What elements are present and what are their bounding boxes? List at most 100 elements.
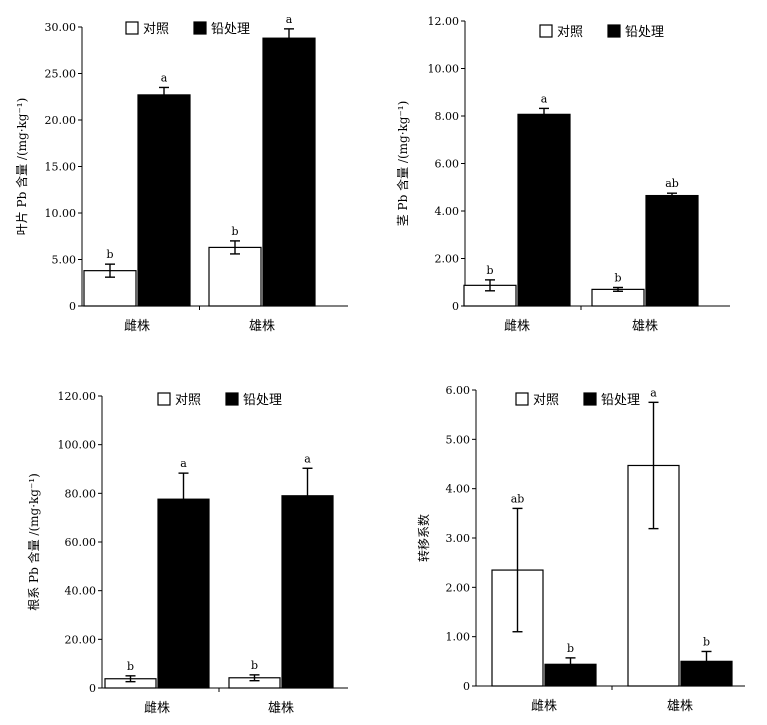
legend-swatch-control	[515, 392, 529, 406]
legend-swatch-control	[157, 392, 171, 406]
legend-label-control: 对照	[557, 25, 583, 40]
legend-swatch-lead	[607, 24, 621, 38]
significance-letter: ab	[511, 492, 525, 505]
y-tick-label: 25.00	[45, 68, 77, 81]
legend-label-control: 对照	[175, 393, 201, 408]
error-bar	[613, 286, 623, 292]
legend-swatch-control	[539, 24, 553, 38]
legend-label-control: 对照	[143, 22, 169, 37]
y-axis-label: 叶片 Pb 含量 /(mg·kg⁻¹)	[14, 98, 29, 236]
significance-letter: b	[567, 642, 574, 655]
significance-letter: b	[127, 660, 134, 673]
error-bar	[249, 674, 260, 682]
bar	[645, 194, 699, 307]
y-tick-label: 30.00	[45, 21, 77, 34]
y-tick-label: 6.00	[446, 384, 471, 397]
chart-panel-2: 0 2.00 4.00 6.00 8.00 10.00 12.00 雌株 雄株 茎 Pb 含量 /…	[395, 15, 730, 334]
error-bar	[485, 279, 495, 292]
legend-label-lead: 铅处理	[211, 22, 250, 37]
y-tick-label: 0	[452, 300, 459, 313]
legend-label-lead: 铅处理	[243, 393, 282, 408]
bar	[281, 495, 334, 689]
significance-letter: ab	[665, 177, 679, 190]
y-tick-label: 120.00	[58, 390, 97, 403]
x-tick-label: 雄株	[667, 699, 693, 714]
significance-letter: a	[180, 457, 187, 470]
y-tick-label: 4.00	[446, 483, 471, 496]
y-tick-label: 10.00	[428, 63, 460, 76]
bar	[137, 94, 191, 307]
y-tick-label: 20.00	[65, 633, 97, 646]
x-tick-label: 雄株	[249, 319, 275, 334]
x-tick-label: 雌株	[124, 318, 150, 334]
error-bar	[539, 107, 549, 121]
y-tick-label: 6.00	[435, 158, 460, 171]
significance-letter: b	[614, 271, 621, 284]
legend-swatch-control	[125, 21, 139, 35]
legend-swatch-lead	[193, 21, 207, 35]
chart-panel-1: 0 5.00 10.00 15.00 20.00 25.00 30.00 雌株 雄株 叶片 Pb …	[14, 13, 348, 334]
error-bar	[701, 650, 712, 672]
error-bar	[178, 472, 189, 526]
significance-letter: b	[106, 248, 113, 261]
legend: 对照 铅处理	[157, 392, 282, 408]
y-tick-label: 80.00	[65, 487, 97, 500]
y-axis-label: 茎 Pb 含量 /(mg·kg⁻¹)	[395, 101, 410, 227]
legend-label-lead: 铅处理	[601, 393, 640, 408]
significance-letter: b	[251, 659, 258, 672]
chart-panel-3: 0 20.00 40.00 60.00 80.00 100.00 120.00 雌株 雄株 根系 …	[26, 390, 348, 716]
error-bar	[512, 507, 523, 633]
y-tick-label: 5.00	[446, 433, 471, 446]
y-tick-label: 0	[463, 680, 470, 693]
y-tick-label: 40.00	[65, 585, 97, 598]
x-tick-label: 雌株	[531, 698, 557, 714]
y-tick-label: 0	[69, 300, 76, 313]
error-bar	[284, 28, 294, 49]
y-tick-label: 60.00	[65, 536, 97, 549]
legend-swatch-lead	[225, 392, 239, 406]
x-tick-label: 雄株	[632, 319, 658, 334]
y-tick-label: 15.00	[45, 161, 77, 174]
y-tick-label: 12.00	[428, 15, 460, 28]
bar	[517, 113, 571, 307]
error-bar	[302, 467, 313, 524]
significance-letter: a	[161, 71, 168, 84]
y-tick-label: 3.00	[446, 532, 471, 545]
x-tick-label: 雄株	[268, 701, 294, 716]
y-tick-label: 5.00	[52, 254, 77, 267]
error-bar	[230, 240, 240, 255]
error-bar	[105, 263, 115, 278]
significance-letter: a	[541, 92, 548, 105]
legend: 对照 铅处理	[539, 24, 664, 40]
legend-label-control: 对照	[533, 393, 559, 408]
y-tick-label: 8.00	[435, 110, 460, 123]
y-tick-label: 2.00	[446, 581, 471, 594]
y-tick-label: 20.00	[45, 114, 77, 127]
legend: 对照 铅处理	[125, 21, 250, 37]
x-tick-label: 雌株	[144, 700, 170, 716]
x-tick-label: 雌株	[504, 318, 530, 334]
error-bar	[565, 657, 576, 672]
significance-letter: b	[486, 264, 493, 277]
bar	[262, 37, 316, 307]
y-axis-label: 转移系数	[416, 514, 431, 562]
error-bar	[159, 86, 169, 104]
y-tick-label: 0	[89, 682, 96, 695]
y-tick-label: 10.00	[45, 207, 77, 220]
significance-letter: a	[286, 13, 293, 26]
error-bar	[125, 675, 136, 683]
error-bar	[648, 401, 659, 530]
legend-label-lead: 铅处理	[625, 25, 664, 40]
bar	[157, 498, 210, 689]
significance-letter: b	[703, 635, 710, 648]
y-tick-label: 100.00	[58, 439, 97, 452]
significance-letter: a	[304, 452, 311, 465]
y-tick-label: 4.00	[435, 205, 460, 218]
error-bar	[667, 192, 677, 199]
y-axis-label: 根系 Pb 含量 /(mg·kg⁻¹)	[26, 473, 41, 611]
legend-swatch-lead	[583, 392, 597, 406]
significance-letter: a	[650, 386, 657, 399]
y-tick-label: 1.00	[446, 631, 471, 644]
